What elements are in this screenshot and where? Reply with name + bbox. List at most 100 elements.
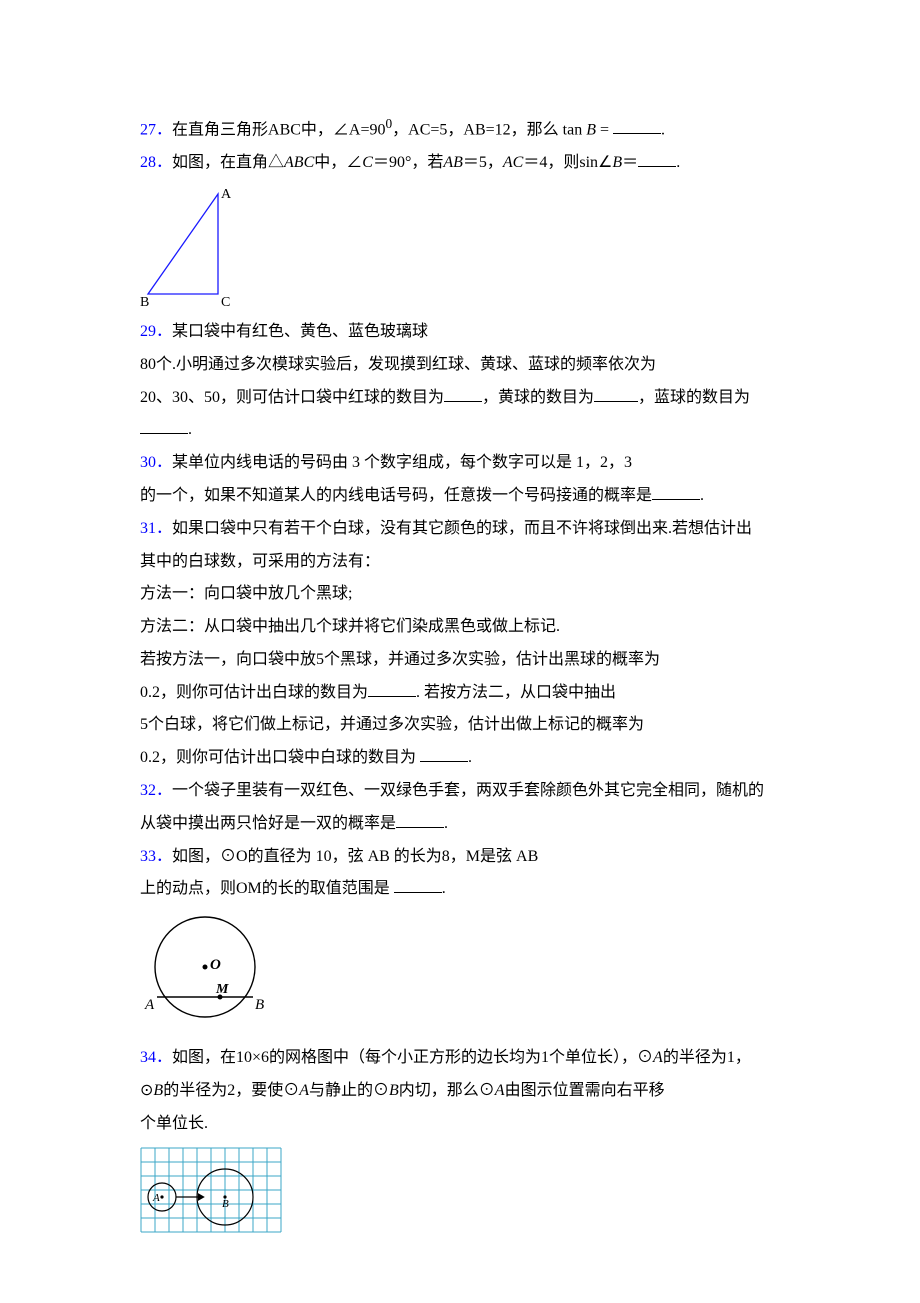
q34-line2: ⊙B的半径为2，要使⊙A与静止的⊙B内切，那么⊙A由图示位置需向右平移 [140,1075,790,1108]
q34-i1: A [653,1049,663,1066]
q33-l1: 如图，⊙O的直径为 10，弦 AB 的长为8，M是弦 AB [172,848,538,865]
q31-l8a: 0.2，则你可估计出口袋中白球的数目为 [140,749,420,766]
question-34: 34．如图，在10×6的网格图中（每个小正方形的边长均为1个单位长），⊙A的半径… [140,1042,790,1075]
circle-chord-figure: A B MO [140,912,270,1032]
svg-text:A: A [152,1192,160,1204]
q31-l6b: . 若按方法二，从口袋中抽出 [416,684,616,701]
q33-line2: 上的动点，则OM的长的取值范围是 . [140,873,790,906]
q34-figure: AB [140,1147,790,1233]
q28-td: ＝5， [463,154,503,171]
q31-number: 31． [140,520,172,537]
q28-i4: AC [503,154,523,171]
svg-text:C: C [221,295,230,306]
q29-blank2 [594,385,638,402]
q29-l1: 某口袋中有红色、黄色、蓝色玻璃球 [172,323,428,340]
q34-i4: B [389,1082,399,1099]
q32-line2: 从袋中摸出两只恰好是一双的概率是. [140,808,790,841]
q32-number: 32． [140,782,172,799]
triangle-figure: A B C [140,186,250,306]
q31-line8: 0.2，则你可估计出口袋中白球的数目为 . [140,742,790,775]
q34-i3: A [299,1082,309,1099]
q30-blank [652,483,700,500]
q32-period: . [444,815,448,832]
q31-blank2 [420,745,468,762]
question-33: 33．如图，⊙O的直径为 10，弦 AB 的长为8，M是弦 AB [140,841,790,874]
q28-ta: 如图，在直角△ [172,154,284,171]
q30-l1: 某单位内线电话的号码由 3 个数字组成，每个数字可以是 1，2，3 [172,454,632,471]
q30-l2a: 的一个，如果不知道某人的内线电话号码，任意拨一个号码接通的概率是 [140,487,652,504]
q34-l3: 个单位长. [140,1108,790,1141]
q34-l2b: 的半径为2，要使⊙ [163,1082,299,1099]
q33-period: . [442,880,446,897]
q28-blank [638,150,676,167]
grid-circles-figure: AB [140,1147,282,1233]
q33-blank [394,876,442,893]
q31-blank1 [368,680,416,697]
q34-i2: B [153,1082,163,1099]
q34-l2e: 由图示位置需向右平移 [505,1082,665,1099]
question-27: 27．在直角三角形ABC中，∠A=900，AC=5，AB=12，那么 tan B… [140,110,790,147]
q28-i5: B [612,154,622,171]
q29-l3c: ，蓝球的数目为 [638,389,750,406]
q34-number: 34． [140,1049,172,1066]
q31-l4: 方法二：从口袋中抽出几个球并将它们染成黑色或做上标记. [140,611,790,644]
question-29: 29．某口袋中有红色、黄色、蓝色玻璃球 [140,316,790,349]
svg-text:M: M [215,982,229,997]
q28-i1: ABC [284,154,314,171]
q29-l3b: ，黄球的数目为 [482,389,594,406]
svg-text:B: B [222,1198,229,1210]
q34-l2d: 内切，那么⊙ [399,1082,495,1099]
q31-line6: 0.2，则你可估计出白球的数目为 . 若按方法二，从口袋中抽出 [140,677,790,710]
q31-l3: 方法一：向口袋中放几个黑球; [140,578,790,611]
q28-tf: ＝ [622,154,638,171]
q29-number: 29． [140,323,172,340]
q33-number: 33． [140,848,172,865]
q27-number: 27． [140,121,172,138]
question-31: 31．如果口袋中只有若干个白球，没有其它颜色的球，而且不许将球倒出来.若想估计出 [140,513,790,546]
q31-l6a: 0.2，则你可估计出白球的数目为 [140,684,368,701]
q33-l2a: 上的动点，则OM的长的取值范围是 [140,880,394,897]
question-30: 30．某单位内线电话的号码由 3 个数字组成，每个数字可以是 1，2，3 [140,447,790,480]
q28-i2: C [362,154,373,171]
q28-tb: 中，∠ [314,154,362,171]
svg-text:A: A [144,997,155,1013]
q30-number: 30． [140,454,172,471]
svg-text:B: B [140,295,149,306]
q27-text-a: 在直角三角形ABC中，∠A=90 [172,121,385,138]
q34-l1: 如图，在10×6的网格图中（每个小正方形的边长均为1个单位长），⊙ [172,1049,653,1066]
q29-blank1 [444,385,482,402]
q32-l1: 一个袋子里装有一双红色、一双绿色手套，两双手套除颜色外其它完全相同，随机的 [172,782,764,799]
q27-period: . [661,121,665,138]
svg-text:B: B [255,997,264,1013]
q34-l2a: ⊙ [140,1082,153,1099]
q29-l3a: 20、30、50，则可估计口袋中红球的数目为 [140,389,444,406]
q30-period: . [700,487,704,504]
svg-text:A: A [221,187,232,202]
question-32: 32．一个袋子里装有一双红色、一双绿色手套，两双手套除颜色外其它完全相同，随机的 [140,775,790,808]
q29-line2: 80个.小明通过多次模球实验后，发现摸到红球、黄球、蓝球的频率依次为 [140,349,790,382]
document-page: 27．在直角三角形ABC中，∠A=900，AC=5，AB=12，那么 tan B… [0,0,920,1303]
q32-blank [396,811,444,828]
q31-l2: 其中的白球数，可采用的方法有： [140,546,790,579]
q28-period: . [676,154,680,171]
q31-period: . [468,749,472,766]
q27-text-c: = [596,121,613,138]
q31-l5: 若按方法一，向口袋中放5个黑球，并通过多次实验，估计出黑球的概率为 [140,644,790,677]
q28-tc: ＝90°，若 [373,154,443,171]
question-28: 28．如图，在直角△ABC中，∠C＝90°，若AB＝5，AC＝4，则sin∠B＝… [140,147,790,180]
q34-l1b: 的半径为1， [663,1049,751,1066]
q32-l2a: 从袋中摸出两只恰好是一双的概率是 [140,815,396,832]
q28-i3: AB [443,154,463,171]
q28-figure: A B C [140,186,790,306]
q31-l7: 5个白球，将它们做上标记，并通过多次实验，估计出做上标记的概率为 [140,709,790,742]
q29-blank3 [140,417,188,434]
svg-text:O: O [210,957,221,973]
q28-te: ＝4，则sin∠ [523,154,612,171]
q28-number: 28． [140,154,172,171]
q31-l1: 如果口袋中只有若干个白球，没有其它颜色的球，而且不许将球倒出来.若想估计出 [172,520,752,537]
q34-l2c: 与静止的⊙ [309,1082,389,1099]
q29-period: . [188,421,192,438]
q27-blank [613,117,661,134]
q33-figure: A B MO [140,912,790,1032]
q29-line3: 20、30、50，则可估计口袋中红球的数目为 ，黄球的数目为 ，蓝球的数目为. [140,382,790,448]
